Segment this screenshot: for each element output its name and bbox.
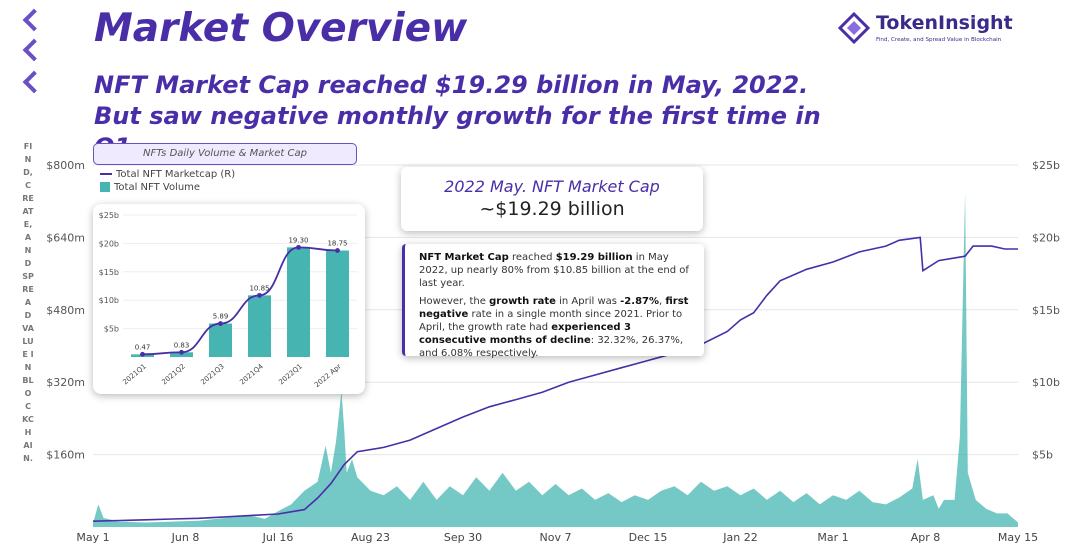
inset-point — [257, 292, 262, 298]
inset-bar — [248, 295, 271, 357]
y-right-tick-label: $15b — [1032, 304, 1060, 317]
inset-point — [179, 349, 184, 355]
inset-point — [335, 248, 340, 253]
x-tick-label: Sep 30 — [444, 531, 482, 544]
note-run: However, the — [419, 296, 490, 307]
x-tick-label: May 1 — [76, 531, 109, 544]
note-paragraph-1: NFT Market Cap reached $19.29 billion in… — [419, 251, 696, 290]
y-left-tick-label: $640m — [46, 231, 85, 244]
y-left-tick-label: $320m — [46, 376, 85, 389]
note-run: growth rate — [489, 296, 556, 307]
inset-x-tick-label: 2021Q2 — [160, 362, 186, 386]
inset-value-label: 0.83 — [174, 341, 190, 349]
inset-y-tick-label: $15b — [99, 268, 119, 277]
inset-x-tick-label: 2022 Apr — [313, 362, 343, 389]
note-run: $19.29 billion — [555, 252, 633, 263]
x-tick-label: May 15 — [998, 531, 1038, 544]
note-run: in April was — [555, 296, 621, 307]
x-tick-label: Jul 16 — [262, 531, 294, 544]
y-right-tick-label: $5b — [1032, 449, 1053, 462]
inset-value-label: 0.47 — [135, 343, 151, 351]
inset-x-tick-label: 2021Q4 — [238, 362, 265, 386]
inset-bar — [209, 323, 232, 357]
x-tick-label: Jun 8 — [171, 531, 200, 544]
inset-y-tick-label: $20b — [99, 239, 119, 248]
tokeninsight-logo-icon — [838, 12, 870, 44]
y-right-tick-label: $20b — [1032, 231, 1060, 244]
chart-chip: NFTs Daily Volume & Market Cap — [93, 143, 357, 165]
x-tick-label: Aug 23 — [351, 531, 390, 544]
note-run: NFT Market Cap — [419, 252, 509, 263]
note-run: reached — [508, 252, 556, 263]
y-left-tick-label: $480m — [46, 304, 85, 317]
page-title: Market Overview — [94, 6, 468, 51]
highlight-title: 2022 May. NFT Market Cap — [444, 177, 660, 196]
inset-x-tick-label: 2021Q3 — [199, 362, 225, 386]
note-run: in May 2022, up nearly 80% from $10.85 b… — [419, 252, 689, 289]
note-box: NFT Market Cap reached $19.29 billion in… — [402, 244, 704, 359]
note-run: rate in a single month since 2021. Prior… — [419, 309, 683, 333]
note-run: , — [659, 296, 666, 307]
y-left-tick-label: $160m — [46, 449, 85, 462]
inset-value-label: 5.89 — [213, 313, 229, 321]
inset-value-label: 19.30 — [288, 236, 308, 244]
x-tick-label: Mar 1 — [817, 531, 848, 544]
chart-legend: Total NFT Marketcap (R) Total NFT Volume — [100, 168, 235, 194]
inset-bar — [326, 250, 349, 357]
brand-name: TokenInsight — [876, 12, 1013, 34]
inset-y-tick-label: $5b — [104, 325, 119, 334]
legend-marketcap: Total NFT Marketcap (R) — [100, 168, 235, 181]
marketcap-line — [92, 236, 1018, 522]
inset-y-tick-label: $25b — [99, 211, 119, 220]
highlight-value: ~$19.29 billion — [479, 198, 625, 220]
note-run: : 32.32%, 26.37%, and 6.08% respectively… — [419, 335, 684, 359]
inset-chart-card: $25b $20b $15b $10b $5b 0.47 2021Q1 0.83 2021Q2 5… — [93, 204, 365, 394]
inset-chart: $25b $20b $15b $10b $5b 0.47 2021Q1 0.83 2021Q2 5… — [99, 211, 357, 389]
inset-y-tick-label: $10b — [99, 296, 119, 305]
inset-value-label: 18.75 — [327, 240, 347, 248]
note-run: first negative — [419, 296, 689, 320]
highlight-box: 2022 May. NFT Market Cap ~$19.29 billion — [401, 167, 703, 231]
side-slogan: FIND, CREATE, AND SPREAD VALUE IN BLOCKC… — [22, 142, 34, 463]
x-tick-label: Jan 22 — [722, 531, 757, 544]
x-tick-label: Dec 15 — [629, 531, 668, 544]
y-right-tick-label: $10b — [1032, 376, 1060, 389]
note-run: experienced 3 consecutive months of decl… — [419, 322, 632, 346]
legend-volume: Total NFT Volume — [100, 181, 235, 194]
y-right-tick-label: $25b — [1032, 159, 1060, 172]
inset-x-tick-label: 2021Q1 — [121, 362, 147, 386]
inset-x-tick-label: 2022Q1 — [277, 362, 303, 386]
brand-tagline: Find, Create, and Spread Value in Blockc… — [876, 37, 1002, 43]
x-tick-label: Nov 7 — [540, 531, 572, 544]
note-run: -2.87% — [620, 296, 659, 307]
inset-value-label: 10.85 — [249, 284, 269, 292]
inset-point — [140, 351, 145, 357]
inset-point — [218, 321, 223, 326]
page-subtitle: NFT Market Cap reached $19.29 billion in… — [94, 71, 821, 161]
note-paragraph-2: However, the growth rate in April was -2… — [419, 295, 696, 360]
y-left-tick-label: $800m — [46, 159, 85, 172]
inset-point — [296, 244, 301, 250]
x-tick-label: Apr 8 — [911, 531, 941, 544]
inset-bar — [287, 247, 310, 357]
